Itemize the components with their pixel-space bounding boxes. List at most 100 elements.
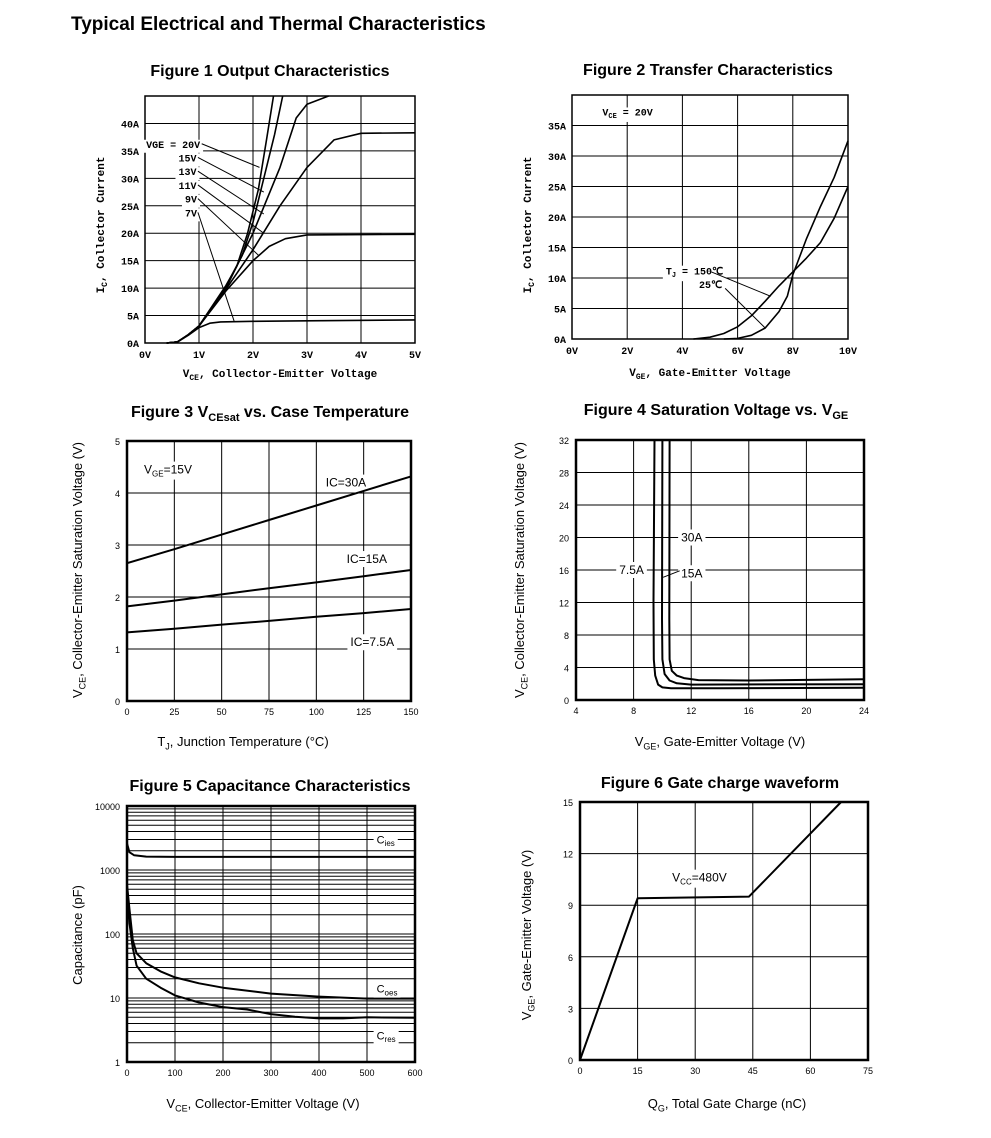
text-segment: V [70,689,85,698]
series-line-cres [126,895,416,1020]
series-line-ic-15a [126,569,412,608]
chart-figure-2: Figure 2 Transfer Characteristics 0V 2V 4V 6… [523,62,857,382]
chart-figure-5: Figure 5 Capacitance Characteristics 0 100… [70,778,423,1113]
text-segment: V [519,1011,534,1020]
y-tick-label: 35A [548,123,566,134]
label-background [678,565,706,582]
y-axis-label: VGE, Gate-Emitter Voltage (V) [519,850,536,1021]
label-background [175,180,200,194]
series-line-vge-7v [166,319,416,344]
y-tick-label: 0 [568,1056,573,1066]
text-segment: C [377,984,385,996]
x-tick-label: 600 [407,1068,422,1078]
y-tick-label: 3 [115,541,120,551]
x-tick-label: 24 [859,706,869,716]
x-tick-label: 200 [215,1068,230,1078]
series-line-tj-150- [693,186,849,340]
text-segment: T [157,734,165,749]
label-background [343,551,390,568]
annotation: Cies [373,833,398,850]
label-background [175,153,200,167]
y-tick-label: 10000 [95,802,120,812]
chart-figure-1: Figure 1 Output Characteristics 0V 1V 2V 3V 4… [96,63,421,383]
text-segment: Figure 1 Output Characteristics [150,63,389,80]
annotation-label: 30A [681,531,702,545]
y-tick-label: 30A [121,175,139,186]
y-tick-label: 2 [115,593,120,603]
x-tick-label: 12 [686,706,696,716]
x-tick-label: 10V [839,347,857,358]
y-tick-label: 28 [559,469,569,479]
y-tick-label: 0A [127,340,139,351]
annotation: Cres [373,1029,399,1046]
x-tick-label: 5V [409,351,421,362]
series-line-vge-20v [166,95,275,344]
x-tick-label: 300 [263,1068,278,1078]
y-axis-label: IC, Collector Current [523,157,537,294]
subscript: res [385,1035,396,1044]
chart-title: Figure 1 Output Characteristics [150,63,389,80]
y-tick-label: 10 [110,994,120,1004]
subscript: CE [175,1103,188,1113]
label-background [373,982,401,999]
y-axis-label: IC, Collector Current [96,157,110,294]
x-tick-label: 0 [124,1068,129,1078]
y-tick-label: 12 [559,599,569,609]
x-tick-label: 2V [247,351,259,362]
label-background [141,461,195,480]
subscript: GE [526,999,536,1012]
annotation: VCC=480V [669,869,730,888]
label-background [175,167,200,181]
x-tick-label: 500 [359,1068,374,1078]
x-tick-label: 75 [264,707,274,717]
text-segment: I [523,287,535,294]
text-segment: =15V [164,463,192,477]
x-axis-label: VCE, Collector-Emitter Voltage (V) [166,1096,359,1113]
y-tick-label: 6 [568,953,573,963]
x-tick-label: 1V [193,351,205,362]
label-background [678,529,706,546]
text-segment: V [183,369,190,381]
label-background [373,833,398,850]
text-segment: Figure 4 Saturation Voltage vs. V [584,402,833,419]
x-tick-label: 45 [748,1066,758,1076]
text-segment: C [377,1030,385,1042]
y-tick-label: 15A [548,245,566,256]
leader-line [197,157,265,193]
text-segment: , Collector Current [523,157,535,282]
y-tick-label: 16 [559,566,569,576]
x-axis-label: TJ, Junction Temperature (°C) [157,734,328,751]
y-tick-label: 0 [115,697,120,707]
plot-frame [578,800,870,1062]
text-segment: Figure 3 V [131,404,209,421]
y-tick-label: 10A [548,275,566,286]
chart-title: Figure 6 Gate charge waveform [601,775,839,792]
chart-title: Figure 2 Transfer Characteristics [583,62,833,79]
y-axis-label: Capacitance (pF) [70,885,85,985]
annotation: 15V [175,153,265,193]
y-tick-label: 12 [563,850,573,860]
y-tick-label: 25A [548,184,566,195]
x-tick-label: 30 [690,1066,700,1076]
annotation-label: 15V [178,154,196,165]
text-segment: IC=15A [347,552,387,566]
annotation-label: 11V [178,182,196,193]
annotation-label: Cies [377,834,395,848]
subscript: G [658,1103,665,1113]
x-tick-label: 125 [356,707,371,717]
plot-frame [574,438,866,702]
annotation-label: 13V [178,168,196,179]
annotation-label: 7.5A [619,563,644,577]
subscript: GE [832,410,848,422]
text-segment: V [629,368,636,380]
text-segment: , Gate-Emitter Voltage (V) [519,850,534,999]
y-tick-label: 1000 [100,866,120,876]
x-tick-label: 4V [355,351,367,362]
annotation: Coes [373,982,401,999]
x-tick-label: 100 [167,1068,182,1078]
y-tick-label: 10A [121,285,139,296]
